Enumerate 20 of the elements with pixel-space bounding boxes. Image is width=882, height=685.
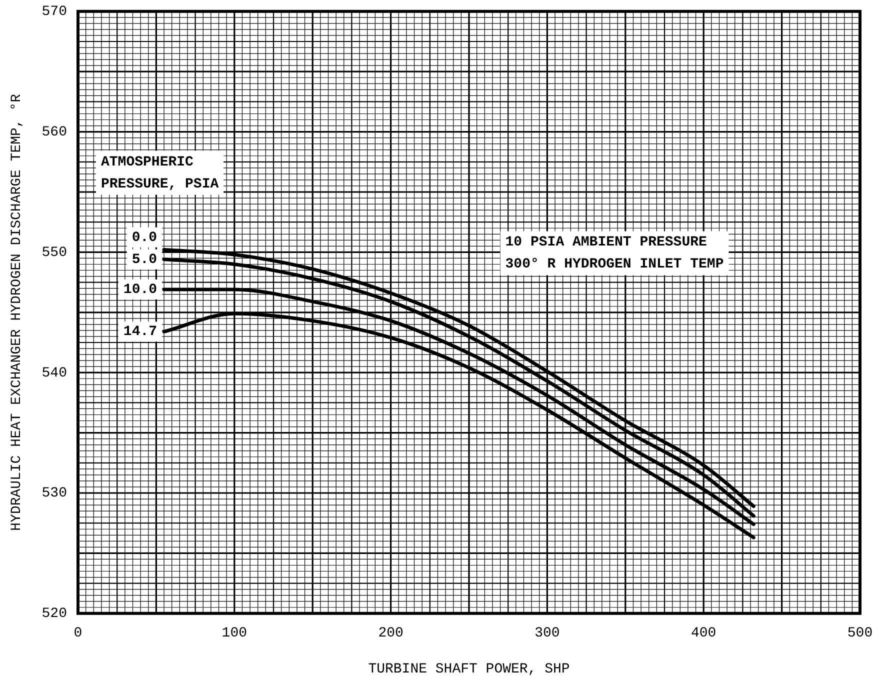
series-label: 0.0 <box>132 230 158 246</box>
legend-title: ATMOSPHERIC PRESSURE, PSIA <box>101 154 220 192</box>
y-tick-label: 530 <box>42 486 68 502</box>
x-tick-label: 100 <box>222 626 248 642</box>
x-tick-label: 300 <box>534 626 560 642</box>
series-label: 5.0 <box>132 252 158 268</box>
y-tick-label: 540 <box>42 365 68 382</box>
y-tick-label: 560 <box>42 124 68 141</box>
x-axis-title: TURBINE SHAFT POWER, SHP <box>368 661 570 678</box>
series-label: 14.7 <box>123 324 158 340</box>
y-axis-title: HYDRAULIC HEAT EXCHANGER HYDROGEN DISCHARGE TEMP, °R <box>9 93 26 531</box>
y-tick-label: 570 <box>42 4 68 20</box>
y-tick-label: 520 <box>42 606 68 622</box>
x-tick-label: 500 <box>847 626 873 642</box>
x-tick-label: 400 <box>690 626 716 642</box>
y-tick-label: 550 <box>42 244 68 261</box>
x-tick-label: 0 <box>74 626 82 642</box>
x-tick-label: 200 <box>378 626 404 642</box>
series-label: 10.0 <box>123 282 158 298</box>
annotation: 10 PSIA AMBIENT PRESSURE 300° R HYDROGEN INLET TEMP <box>505 234 724 273</box>
